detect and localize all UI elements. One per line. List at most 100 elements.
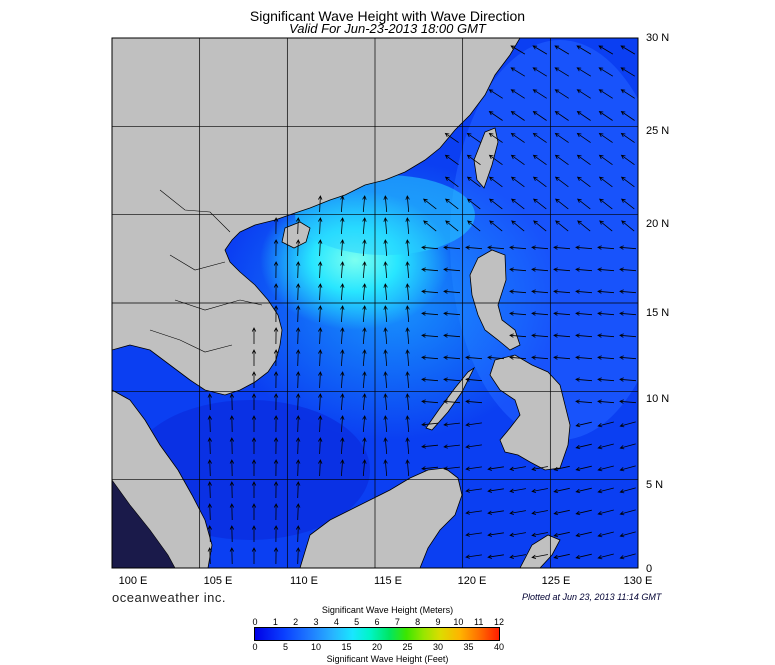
wave-direction-arrow (466, 132, 481, 143)
wave-direction-arrow (318, 195, 323, 213)
wave-direction-arrow (444, 154, 459, 166)
wave-direction-arrow (554, 89, 569, 99)
wave-direction-arrow (318, 327, 323, 345)
wave-direction-arrow (405, 261, 410, 279)
wave-direction-arrow (273, 217, 279, 235)
legend-feet-tick: 10 (310, 642, 322, 652)
wave-direction-arrow (383, 283, 388, 301)
legend-meter-tick: 11 (473, 617, 484, 627)
wave-direction-arrow (465, 510, 482, 515)
wave-direction-arrow (620, 132, 635, 143)
wave-direction-arrow (273, 503, 279, 521)
wave-direction-arrow (207, 525, 212, 543)
wave-direction-arrow (251, 481, 257, 498)
legend-feet-tick: 35 (463, 642, 474, 652)
legend-feet-tick: 40 (493, 642, 505, 652)
wave-direction-arrow (509, 532, 526, 537)
lat-label-0: 0 (646, 563, 653, 575)
wave-direction-arrow (383, 349, 388, 367)
wave-direction-arrow (295, 459, 301, 477)
wave-direction-arrow (619, 267, 637, 272)
wave-direction-arrow (555, 220, 569, 232)
wave-direction-arrow (510, 132, 525, 143)
wave-direction-arrow (340, 459, 345, 477)
wave-direction-arrow (509, 466, 526, 471)
wave-direction-arrow (597, 421, 614, 428)
wave-direction-arrow (553, 355, 571, 360)
wave-direction-arrow (443, 311, 461, 316)
wave-direction-arrow (597, 355, 615, 360)
wave-direction-arrow (229, 481, 235, 499)
legend-feet-tick: 15 (341, 642, 352, 652)
wave-direction-arrow (488, 176, 503, 188)
wave-direction-arrow (575, 267, 593, 272)
wave-direction-arrow (576, 132, 591, 143)
wave-direction-arrow (598, 89, 613, 99)
wave-direction-arrow (509, 488, 526, 493)
wave-direction-arrow (489, 220, 503, 232)
legend-meter-tick: 9 (435, 617, 441, 627)
wave-direction-arrow (383, 261, 388, 279)
wave-direction-arrow (576, 45, 592, 55)
wave-direction-arrow (619, 465, 636, 472)
wave-direction-arrow (340, 437, 345, 455)
wave-direction-arrow (510, 154, 525, 166)
wave-direction-arrow (597, 531, 614, 538)
wave-direction-arrow (575, 399, 593, 404)
wave-height-colorbar (254, 627, 500, 641)
wave-direction-arrow (576, 89, 591, 99)
land-palawan (425, 366, 476, 431)
legend-meter-tick: 2 (293, 617, 299, 627)
wave-direction-arrow (443, 355, 461, 360)
wave-direction-arrow (619, 399, 637, 404)
land-china (112, 38, 521, 396)
wave-direction-arrow (531, 466, 548, 471)
wave-direction-arrow (229, 459, 235, 477)
wave-direction-arrow (207, 481, 212, 499)
lat-label-10n: 10 N (646, 393, 670, 405)
wave-direction-arrow (575, 333, 593, 338)
wave-direction-arrow (207, 393, 212, 411)
legend-meter-tick: 5 (354, 617, 360, 627)
wave-direction-arrow (487, 488, 504, 493)
wave-direction-arrow (531, 554, 548, 559)
wave-direction-arrow (599, 220, 613, 232)
wave-direction-arrow (273, 261, 279, 279)
legend-meter-tick: 3 (313, 617, 319, 627)
wave-direction-arrow (532, 111, 547, 121)
lon-label-100e: 100 E (118, 575, 148, 587)
wave-direction-arrow (510, 111, 525, 121)
legend-feet-tick: 5 (282, 642, 289, 652)
lon-label-115e: 115 E (374, 575, 402, 587)
wave-direction-arrow (340, 283, 345, 301)
wave-direction-arrow (487, 466, 504, 471)
wave-direction-arrow (510, 89, 525, 99)
wave-direction-arrow (619, 487, 636, 494)
wave-direction-arrow (295, 393, 301, 411)
wave-direction-arrow (619, 377, 637, 382)
wave-direction-arrow (488, 154, 503, 166)
wave-direction-arrow (443, 245, 461, 250)
legend-meter-tick: 10 (453, 617, 464, 627)
wave-direction-arrow (251, 371, 257, 388)
wave-direction-arrow (251, 393, 257, 410)
wave-direction-arrow (509, 267, 527, 272)
wave-direction-arrow (576, 154, 591, 166)
wave-direction-arrow (575, 355, 593, 360)
wave-direction-arrow (621, 198, 635, 210)
wave-direction-arrow (207, 415, 212, 433)
wave-direction-arrow (421, 245, 439, 250)
wave-direction-arrow (511, 220, 525, 232)
wave-direction-arrow (421, 466, 439, 471)
lon-label-120e: 120 E (457, 575, 487, 587)
wave-direction-arrow (340, 217, 345, 235)
legend-meter-tick: 8 (415, 617, 421, 627)
wave-direction-arrow (383, 459, 388, 477)
wave-direction-arrow (383, 217, 388, 235)
wave-direction-arrow (553, 509, 570, 516)
wave-direction-arrow (509, 245, 527, 250)
wave-direction-arrow (405, 459, 410, 477)
wave-direction-arrow (597, 509, 614, 516)
wave-direction-arrow (575, 245, 593, 250)
wave-direction-arrow (318, 371, 323, 389)
